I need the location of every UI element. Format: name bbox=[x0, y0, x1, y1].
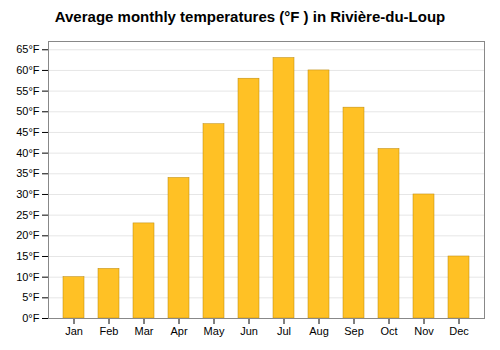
svg-text:Sep: Sep bbox=[344, 325, 364, 337]
svg-text:50°F: 50°F bbox=[16, 105, 40, 117]
svg-text:65°F: 65°F bbox=[16, 43, 40, 55]
svg-text:Aug: Aug bbox=[309, 325, 329, 337]
svg-text:0°F: 0°F bbox=[22, 312, 40, 324]
svg-text:Apr: Apr bbox=[170, 325, 187, 337]
svg-text:20°F: 20°F bbox=[16, 229, 40, 241]
svg-text:60°F: 60°F bbox=[16, 64, 40, 76]
html-text:Average monthly temperatures (: Average monthly temperatures (°F ) in Ri… bbox=[54, 8, 446, 25]
svg-text:Jul: Jul bbox=[277, 325, 291, 337]
svg-text:10°F: 10°F bbox=[16, 271, 40, 283]
svg-text:Jun: Jun bbox=[240, 325, 258, 337]
svg-text:Nov: Nov bbox=[414, 325, 434, 337]
svg-text:35°F: 35°F bbox=[16, 167, 40, 179]
svg-text:40°F: 40°F bbox=[16, 147, 40, 159]
svg-text:Dec: Dec bbox=[449, 325, 469, 337]
svg-text:5°F: 5°F bbox=[22, 291, 40, 303]
svg-text:Oct: Oct bbox=[380, 325, 397, 337]
svg-text:45°F: 45°F bbox=[16, 126, 40, 138]
svg-text:May: May bbox=[204, 325, 225, 337]
svg-text:Feb: Feb bbox=[100, 325, 119, 337]
svg-text:55°F: 55°F bbox=[16, 85, 40, 97]
svg-text:30°F: 30°F bbox=[16, 188, 40, 200]
svg-text:Jan: Jan bbox=[65, 325, 83, 337]
svg-text:15°F: 15°F bbox=[16, 250, 40, 262]
svg-text:Mar: Mar bbox=[135, 325, 154, 337]
svg-text:25°F: 25°F bbox=[16, 209, 40, 221]
